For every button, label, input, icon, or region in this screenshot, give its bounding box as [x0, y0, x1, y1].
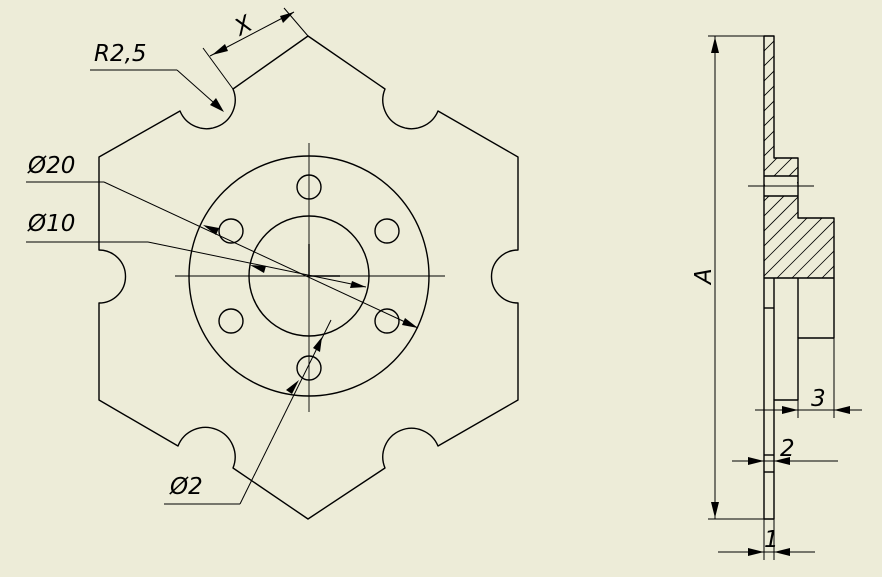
- arrowhead: [210, 98, 224, 112]
- front-view: X R2,5 Ø20 Ø10 Ø2: [26, 7, 519, 520]
- arrowhead: [711, 502, 719, 518]
- dim2-label: 2: [780, 436, 795, 462]
- dia20-leader: [103, 181, 419, 329]
- arrowhead: [774, 457, 790, 465]
- dia10-leader: [147, 241, 367, 288]
- arrowhead: [748, 457, 764, 465]
- x-ext-line: [202, 47, 234, 90]
- arrowhead: [286, 380, 299, 394]
- bolt-hole: [218, 218, 244, 244]
- arrowhead: [782, 406, 798, 414]
- dia10-label: Ø10: [27, 211, 75, 237]
- a-dimension-label: A: [691, 268, 717, 286]
- arrowhead: [748, 548, 764, 556]
- dia2-leader: [239, 319, 332, 505]
- arrowhead: [212, 44, 228, 55]
- section-hatching: [764, 36, 834, 278]
- arrowhead: [280, 12, 294, 23]
- dim3-label: 3: [811, 386, 826, 412]
- arrowhead: [774, 548, 790, 556]
- arrowhead: [402, 318, 418, 328]
- side-view: A 3 2 1: [691, 35, 862, 560]
- dia20-label: Ø20: [27, 153, 75, 179]
- bolt-hole: [218, 308, 244, 334]
- origin-mark: [308, 244, 340, 277]
- dim1-label: 1: [764, 527, 779, 553]
- arrowhead: [350, 281, 366, 288]
- x-dimension-label: X: [230, 10, 258, 41]
- arrowhead: [313, 337, 322, 352]
- bolt-hole: [374, 308, 400, 334]
- arrowhead: [834, 406, 850, 414]
- arrowhead: [250, 265, 266, 273]
- arrowhead: [203, 225, 219, 235]
- dia2-label: Ø2: [169, 474, 203, 500]
- x-ext-line: [283, 7, 309, 37]
- hex-outline: [98, 35, 519, 520]
- bolt-hole: [374, 218, 400, 244]
- radius-label: R2,5: [94, 41, 147, 67]
- arrowhead: [711, 37, 719, 53]
